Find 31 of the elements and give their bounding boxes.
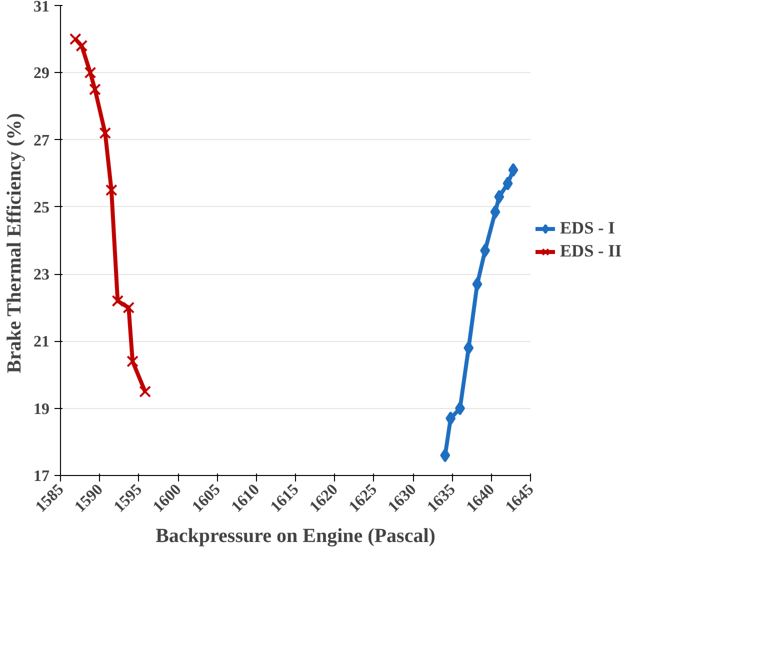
point (112, 294, 124, 307)
point (508, 163, 518, 177)
point (472, 277, 482, 292)
point (440, 448, 450, 462)
point (494, 190, 504, 204)
legend-label: EDS - I (560, 218, 615, 238)
y-tick-label: 21 (34, 334, 50, 351)
y-tick-label: 17 (34, 468, 50, 485)
point (480, 244, 490, 258)
point (502, 176, 513, 190)
point (89, 83, 101, 96)
legend-label: EDS - II (560, 242, 622, 262)
point (490, 204, 500, 219)
y-tick-label: 25 (34, 199, 50, 216)
point (464, 340, 474, 355)
y-tick-label: 27 (34, 132, 50, 150)
point (122, 302, 135, 314)
x-axis-title: Backpressure on Engine (Pascal) (156, 524, 436, 547)
point (446, 411, 456, 426)
point (105, 184, 118, 196)
y-tick-label: 19 (34, 400, 50, 418)
point (99, 127, 112, 140)
y-tick-label: 29 (34, 65, 50, 82)
point (139, 386, 152, 398)
point (84, 66, 96, 79)
y-axis-title: Brake Thermal Efficiency (%) (4, 113, 26, 374)
point (76, 40, 88, 52)
y-tick-label: 23 (34, 266, 50, 284)
point (126, 355, 139, 368)
point (69, 33, 82, 46)
y-tick-label: 31 (34, 0, 50, 16)
